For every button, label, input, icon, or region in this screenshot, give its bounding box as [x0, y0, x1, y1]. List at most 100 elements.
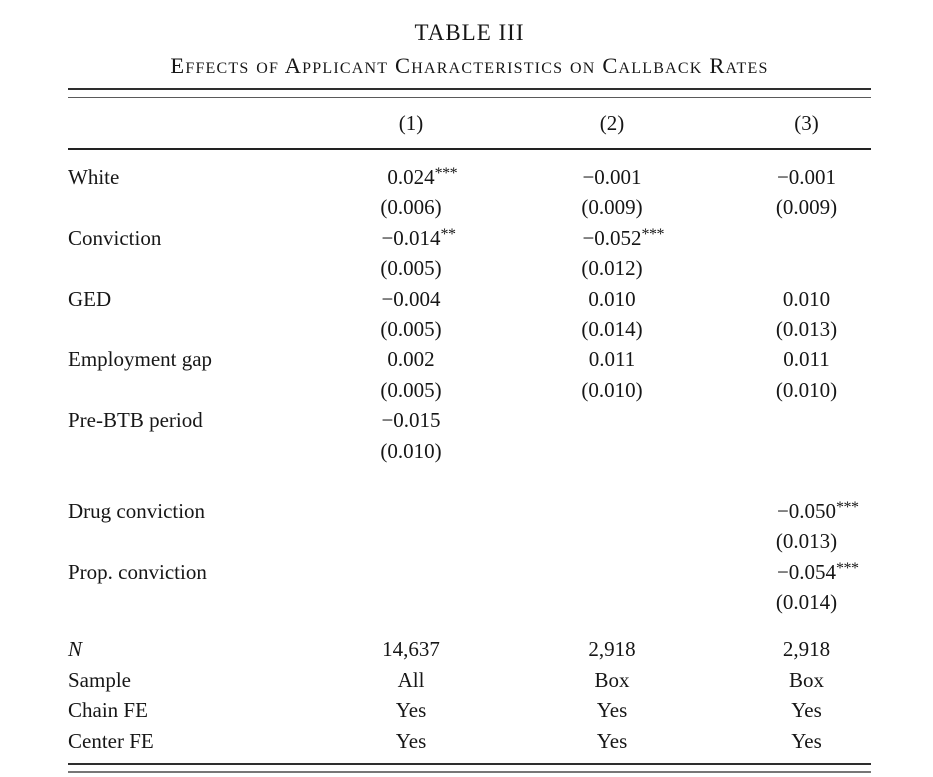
estimate-cell: 0.010: [782, 286, 831, 311]
stat-cell: 2,918: [782, 637, 831, 662]
estimate-cell: 0.011: [783, 347, 830, 372]
stat-cell: 14,637: [382, 637, 440, 662]
estimate-cell: −0.052 ***: [512, 223, 712, 253]
stat-cell: Yes: [395, 698, 427, 723]
estimate-cell: [512, 496, 712, 526]
row-label: Employment gap: [68, 347, 213, 372]
table-row: (0.006) (0.009) (0.009): [68, 192, 871, 222]
row-label: Conviction: [68, 225, 162, 250]
estimate-cell: [512, 405, 712, 435]
table-row: (0.014): [68, 587, 871, 617]
se-cell: [712, 436, 871, 466]
significance-stars: **: [440, 225, 457, 243]
header-rule: [68, 148, 871, 150]
row-label: [68, 375, 310, 405]
estimate-cell: [712, 223, 871, 253]
table-row: (0.005) (0.012): [68, 253, 871, 283]
se-cell: (0.013): [775, 529, 838, 554]
se-cell: (0.014): [581, 316, 643, 341]
stat-cell: Box: [594, 667, 630, 692]
bottom-double-rule: [68, 763, 871, 774]
row-label: White: [68, 165, 120, 189]
estimate-cell: [310, 496, 512, 526]
table-subtitle: Effects of Applicant Characteristics on …: [170, 53, 769, 78]
row-label: Sample: [68, 667, 131, 692]
estimate-cell: −0.004: [381, 286, 441, 311]
row-label: [68, 192, 310, 222]
row-label: Pre-BTB period: [68, 408, 203, 433]
stats-row-n: N 14,637 2,918 2,918: [68, 634, 871, 664]
row-label: GED: [68, 286, 112, 311]
estimate-cell: [512, 557, 712, 587]
se-cell: (0.009): [775, 195, 838, 220]
se-cell: (0.012): [581, 256, 643, 281]
section-spacer: [68, 617, 871, 634]
significance-stars: ***: [641, 225, 665, 243]
row-label: Drug conviction: [68, 498, 206, 523]
column-header-2: (2): [599, 111, 625, 135]
stats-row-center-fe: Center FE Yes Yes Yes: [68, 726, 871, 756]
estimate-cell: 0.010: [588, 286, 636, 311]
row-label: [68, 587, 310, 617]
estimate-cell: −0.014 **: [310, 223, 512, 253]
se-cell: [310, 526, 512, 556]
estimate-cell: 0.002: [387, 347, 435, 372]
row-label: [68, 314, 310, 344]
estimate-cell: −0.015: [381, 408, 441, 433]
stat-cell: Yes: [791, 728, 822, 753]
se-cell: (0.005): [380, 256, 442, 281]
row-label: Chain FE: [68, 698, 148, 723]
estimate-cell: 0.011: [588, 347, 636, 372]
se-cell: [512, 436, 712, 466]
stat-cell: All: [397, 667, 425, 692]
se-cell: (0.013): [775, 316, 838, 341]
row-label: [68, 436, 310, 466]
se-cell: (0.006): [380, 195, 442, 220]
se-cell: (0.009): [581, 195, 643, 220]
table-row: (0.005) (0.014) (0.013): [68, 314, 871, 344]
row-label: Center FE: [68, 728, 154, 753]
stat-cell: 2,918: [588, 637, 636, 662]
estimate-cell: −0.001: [776, 165, 837, 189]
stat-cell: Yes: [596, 728, 628, 753]
column-header-3: (3): [794, 111, 819, 135]
se-cell: (0.010): [380, 438, 442, 463]
estimate-cell: −0.050 ***: [712, 496, 871, 526]
se-cell: (0.005): [380, 377, 442, 402]
se-cell: (0.010): [775, 377, 838, 402]
stat-cell: Yes: [791, 698, 822, 723]
column-header-1: (1): [398, 111, 424, 135]
estimate-cell: [310, 557, 512, 587]
se-cell: [712, 253, 871, 283]
estimate-cell: 0.024 ***: [310, 162, 512, 192]
header-spacer: [68, 98, 310, 148]
se-cell: [512, 526, 712, 556]
table-row: Conviction −0.014 ** −0.052 ***: [68, 223, 871, 253]
significance-stars: ***: [836, 498, 859, 516]
estimate-cell: −0.054 ***: [712, 557, 871, 587]
se-cell: (0.014): [775, 590, 838, 615]
table-title: TABLE III: [414, 20, 525, 45]
se-cell: [512, 587, 712, 617]
stat-cell: Yes: [596, 698, 628, 723]
stat-cell: Yes: [395, 728, 427, 753]
stats-row-sample: Sample All Box Box: [68, 665, 871, 695]
column-header-row: (1) (2) (3): [68, 98, 871, 148]
row-label: N: [68, 637, 83, 662]
stats-row-chain-fe: Chain FE Yes Yes Yes: [68, 695, 871, 725]
se-cell: [310, 587, 512, 617]
estimate-cell: [712, 405, 871, 435]
section-spacer: [68, 466, 871, 496]
se-cell: (0.005): [380, 316, 442, 341]
top-double-rule: [68, 88, 871, 98]
table-row: (0.010): [68, 436, 871, 466]
regression-table: TABLE III Effects of Applicant Character…: [68, 0, 871, 774]
table-row: Pre-BTB period −0.015: [68, 405, 871, 435]
table-row: Employment gap 0.002 0.011 0.011: [68, 344, 871, 374]
row-label: Prop. conviction: [68, 559, 207, 584]
table-row: White 0.024 *** −0.001 −0.001: [68, 162, 871, 192]
stat-cell: Box: [788, 667, 824, 692]
table-body: White 0.024 *** −0.001 −0.001 (0.006) (0.…: [68, 150, 871, 756]
table-row: GED −0.004 0.010 0.010: [68, 284, 871, 314]
